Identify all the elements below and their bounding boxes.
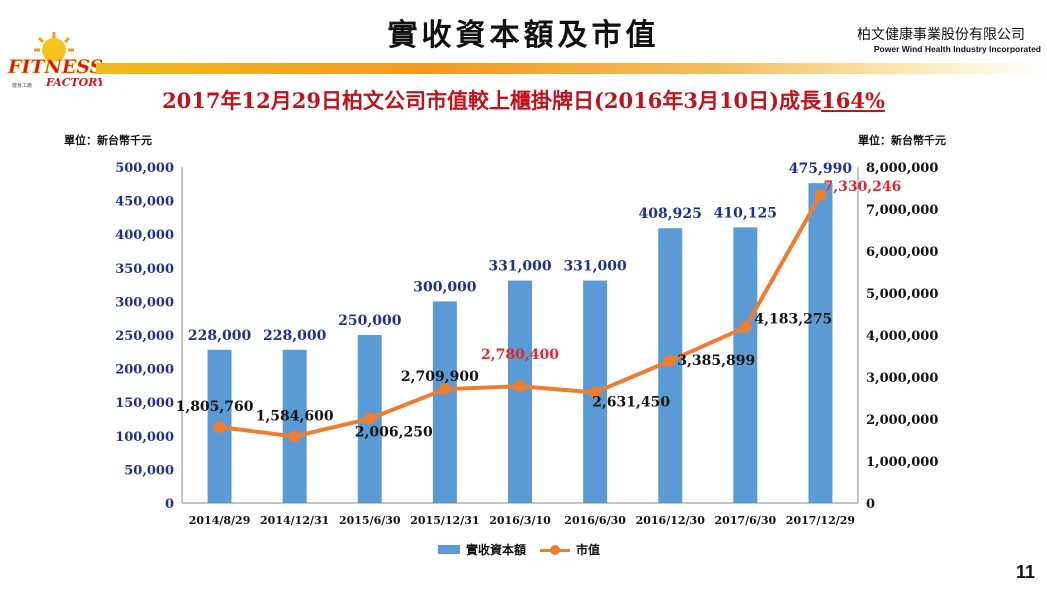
right-tick-label: 1,000,000 <box>866 455 938 470</box>
line-value-label: 7,330,246 <box>823 179 901 195</box>
x-tick-label: 2017/12/29 <box>786 514 855 527</box>
logo-tiny-text: 健身工廠 <box>12 82 32 89</box>
line-point <box>213 421 226 434</box>
x-tick-label: 2014/12/31 <box>260 514 329 527</box>
line-point <box>514 380 526 393</box>
left-tick-label: 300,000 <box>115 295 174 310</box>
bar <box>733 227 758 503</box>
bar-value-label: 228,000 <box>263 328 327 344</box>
company-name-en: Power Wind Health Industry Incorporated <box>873 44 1041 54</box>
page-number: 11 <box>1015 562 1035 582</box>
chart-legend: 實收資本額 市值 <box>438 541 614 558</box>
right-tick-label: 6,000,000 <box>866 245 938 260</box>
line-point <box>288 430 301 443</box>
x-tick-label: 2016/12/30 <box>636 514 706 527</box>
x-tick-label: 2014/8/29 <box>189 514 251 527</box>
right-tick-label: 2,000,000 <box>866 413 938 428</box>
line-value-label: 1,584,600 <box>256 408 334 424</box>
line-value-label: 3,385,899 <box>677 353 755 369</box>
line-value-label: 2,709,900 <box>401 369 479 385</box>
x-tick-label: 2016/3/10 <box>489 514 551 527</box>
bar-value-label: 410,125 <box>714 205 777 221</box>
right-tick-label: 4,000,000 <box>866 329 938 344</box>
header-band <box>96 63 1047 74</box>
legend-label-market-value: 市值 <box>576 543 601 557</box>
right-unit-label: 單位：新台幣千元 <box>858 134 946 147</box>
bar-value-label: 228,000 <box>188 328 252 344</box>
x-tick-label: 2015/12/31 <box>410 514 479 527</box>
left-tick-label: 150,000 <box>115 396 174 411</box>
left-tick-label: 100,000 <box>115 430 174 445</box>
bar <box>432 301 457 503</box>
line-point <box>739 321 752 334</box>
bar-value-label: 300,000 <box>413 279 477 295</box>
right-tick-label: 5,000,000 <box>866 287 938 302</box>
x-tick-label: 2016/6/30 <box>564 514 626 527</box>
left-tick-label: 250,000 <box>115 329 174 344</box>
left-tick-label: 200,000 <box>115 363 174 378</box>
left-unit-label: 單位：新台幣千元 <box>64 134 152 147</box>
bar-value-label: 475,990 <box>789 161 853 177</box>
legend-label-capital: 實收資本額 <box>466 543 527 557</box>
right-tick-label: 7,000,000 <box>866 203 938 218</box>
legend-line-swatch <box>540 544 571 556</box>
left-tick-label: 500,000 <box>115 161 174 176</box>
bar-value-label: 331,000 <box>563 259 627 275</box>
left-tick-label: 50,000 <box>124 463 174 478</box>
logo-text: FITNESS <box>7 56 102 78</box>
x-tick-label: 2015/6/30 <box>339 514 401 527</box>
line-value-label: 2,631,450 <box>592 394 670 410</box>
line-point <box>438 383 451 396</box>
bar <box>282 349 307 503</box>
line-point <box>589 386 602 399</box>
x-tick-label: 2017/6/30 <box>715 514 777 527</box>
line-point <box>664 354 677 367</box>
line-value-label: 4,183,275 <box>754 311 832 327</box>
left-tick-label: 400,000 <box>115 228 174 243</box>
line-point <box>814 189 827 202</box>
company-name-cn: 柏文健康事業股份有限公司 <box>857 27 1025 43</box>
legend-bar-swatch <box>438 545 460 554</box>
right-tick-label: 8,000,000 <box>866 161 938 176</box>
subtitle-text: 2017年12月29日柏文公司市值較上櫃掛牌日(2016年3月10日)成長 <box>162 88 822 113</box>
logo-subtext: FACTORY <box>45 76 102 89</box>
line-value-label: 2,780,400 <box>481 347 559 363</box>
page-title: 實收資本額及市值 <box>387 18 660 53</box>
line-point <box>363 412 376 425</box>
growth-percent: 164% <box>821 88 885 113</box>
fitness-factory-logo: FITNESS FACTORY 健身工廠 <box>7 32 102 89</box>
bar-value-label: 408,925 <box>639 206 702 222</box>
sun-icon <box>34 32 74 62</box>
right-tick-label: 0 <box>866 497 875 512</box>
line-value-label: 2,006,250 <box>355 425 433 441</box>
bar-value-label: 331,000 <box>488 259 552 275</box>
left-tick-label: 450,000 <box>115 195 174 210</box>
bar-value-label: 250,000 <box>338 313 402 329</box>
right-tick-label: 3,000,000 <box>866 371 938 386</box>
line-value-label: 1,805,760 <box>176 399 254 415</box>
left-tick-label: 0 <box>165 497 174 512</box>
left-tick-label: 350,000 <box>115 262 174 277</box>
legend-item-market-value: 市值 <box>540 541 600 558</box>
legend-item-capital: 實收資本額 <box>438 541 526 558</box>
bar <box>808 183 833 504</box>
chart-subtitle: 2017年12月29日柏文公司市值較上櫃掛牌日(2016年3月10日)成長164… <box>0 85 1047 115</box>
